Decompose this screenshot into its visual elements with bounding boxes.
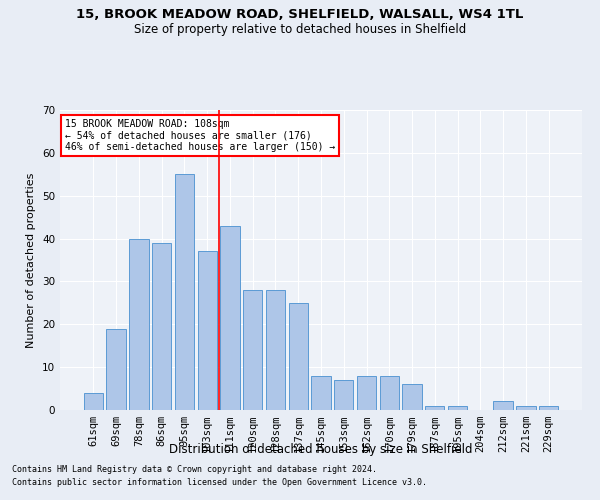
Text: Contains public sector information licensed under the Open Government Licence v3: Contains public sector information licen… bbox=[12, 478, 427, 487]
Bar bbox=[243, 290, 262, 410]
Text: Distribution of detached houses by size in Shelfield: Distribution of detached houses by size … bbox=[169, 442, 473, 456]
Bar bbox=[129, 238, 149, 410]
Bar bbox=[266, 290, 285, 410]
Bar bbox=[289, 303, 308, 410]
Bar bbox=[175, 174, 194, 410]
Text: Size of property relative to detached houses in Shelfield: Size of property relative to detached ho… bbox=[134, 22, 466, 36]
Bar bbox=[152, 243, 172, 410]
Bar bbox=[311, 376, 331, 410]
Text: 15 BROOK MEADOW ROAD: 108sqm
← 54% of detached houses are smaller (176)
46% of s: 15 BROOK MEADOW ROAD: 108sqm ← 54% of de… bbox=[65, 119, 335, 152]
Text: 15, BROOK MEADOW ROAD, SHELFIELD, WALSALL, WS4 1TL: 15, BROOK MEADOW ROAD, SHELFIELD, WALSAL… bbox=[76, 8, 524, 20]
Bar bbox=[334, 380, 353, 410]
Bar bbox=[220, 226, 239, 410]
Y-axis label: Number of detached properties: Number of detached properties bbox=[26, 172, 37, 348]
Bar bbox=[539, 406, 558, 410]
Bar bbox=[493, 402, 513, 410]
Bar bbox=[425, 406, 445, 410]
Bar bbox=[197, 252, 217, 410]
Bar bbox=[357, 376, 376, 410]
Bar bbox=[403, 384, 422, 410]
Bar bbox=[106, 328, 126, 410]
Text: Contains HM Land Registry data © Crown copyright and database right 2024.: Contains HM Land Registry data © Crown c… bbox=[12, 466, 377, 474]
Bar bbox=[84, 393, 103, 410]
Bar bbox=[380, 376, 399, 410]
Bar bbox=[448, 406, 467, 410]
Bar bbox=[516, 406, 536, 410]
